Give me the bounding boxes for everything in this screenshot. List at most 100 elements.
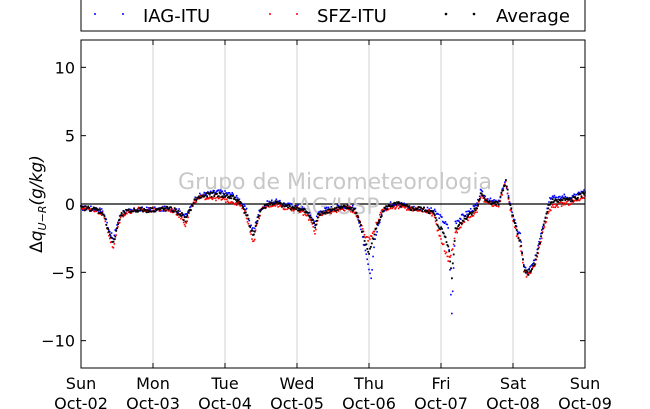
data-point: [540, 241, 542, 243]
data-point: [395, 206, 397, 209]
data-point: [580, 190, 583, 193]
data-point: [411, 206, 414, 209]
data-point: [129, 208, 132, 211]
data-point: [344, 206, 347, 208]
data-point: [501, 188, 503, 191]
data-point: [214, 197, 216, 200]
data-point: [368, 252, 370, 255]
data-point: [355, 211, 358, 214]
data-point: [401, 202, 404, 205]
data-point: [579, 198, 582, 200]
data-point: [381, 208, 384, 211]
legend-marker-iag-1: [94, 13, 96, 15]
data-point: [258, 217, 260, 220]
data-point: [548, 201, 550, 203]
data-point: [352, 211, 354, 214]
data-point: [83, 209, 86, 212]
data-point: [134, 209, 136, 212]
data-point: [375, 221, 377, 224]
data-point: [235, 200, 238, 203]
data-point: [292, 208, 295, 210]
data-point: [557, 196, 559, 199]
data-point: [534, 258, 537, 261]
data-point: [561, 199, 564, 202]
y-axis-label-sub: U−R: [36, 206, 49, 231]
data-point: [136, 209, 138, 212]
data-point: [248, 219, 251, 222]
data-point: [299, 208, 302, 211]
data-point: [298, 209, 301, 212]
data-point: [151, 207, 154, 210]
data-point: [198, 198, 200, 200]
data-point: [346, 206, 349, 208]
data-point: [336, 209, 339, 211]
data-point: [247, 217, 250, 220]
data-point: [233, 198, 235, 200]
data-point: [467, 214, 469, 217]
data-point: [229, 193, 232, 196]
data-point: [145, 210, 147, 213]
x-tick-label-day: Tue: [210, 374, 238, 393]
data-point: [559, 201, 561, 204]
data-point: [321, 212, 323, 214]
y-tick-label: 0: [65, 195, 75, 214]
data-point: [438, 227, 441, 230]
data-point: [109, 233, 111, 236]
data-point: [84, 205, 87, 208]
data-point: [550, 206, 553, 208]
x-tick-label-day: Thu: [353, 374, 384, 393]
data-point: [97, 208, 100, 211]
data-point: [564, 203, 566, 206]
data-point: [568, 196, 571, 199]
data-point: [109, 237, 111, 240]
x-tick-label-day: Sun: [570, 374, 600, 393]
data-point: [253, 238, 256, 241]
data-point: [340, 205, 343, 208]
data-point: [492, 202, 495, 205]
data-point: [507, 196, 510, 199]
data-point: [487, 198, 489, 200]
series-average: [80, 179, 586, 280]
data-point: [505, 179, 507, 181]
data-point: [372, 230, 375, 233]
data-point: [386, 207, 388, 209]
data-point: [421, 210, 424, 213]
data-point: [379, 213, 381, 216]
data-point: [219, 189, 222, 191]
data-point: [325, 213, 327, 215]
data-point: [339, 208, 341, 211]
data-point: [463, 221, 466, 223]
data-point: [436, 224, 439, 226]
data-point: [494, 204, 496, 207]
data-point: [574, 199, 576, 202]
data-point: [217, 189, 219, 192]
data-point: [460, 222, 463, 225]
data-point: [236, 197, 239, 199]
data-point: [382, 210, 385, 213]
data-point: [230, 197, 233, 200]
data-point: [130, 212, 133, 214]
data-point: [514, 222, 516, 224]
data-point: [478, 200, 480, 203]
data-point: [550, 197, 553, 199]
data-point: [419, 206, 422, 209]
data-point: [535, 254, 538, 257]
data-point: [122, 210, 125, 212]
data-point: [205, 192, 208, 194]
data-point: [456, 227, 459, 230]
legend: IAG-ITU SFZ-ITU Average: [80, 0, 586, 32]
data-point: [112, 238, 115, 240]
data-point: [281, 203, 284, 206]
data-point: [327, 208, 330, 211]
data-point: [123, 211, 126, 214]
data-point: [283, 205, 286, 208]
data-point: [444, 221, 447, 223]
data-point: [316, 213, 319, 215]
data-point: [564, 195, 566, 198]
data-point: [196, 198, 198, 200]
data-point: [481, 195, 484, 198]
data-point: [199, 194, 202, 197]
data-point: [442, 243, 445, 245]
data-point: [506, 192, 509, 195]
data-point: [100, 211, 102, 213]
